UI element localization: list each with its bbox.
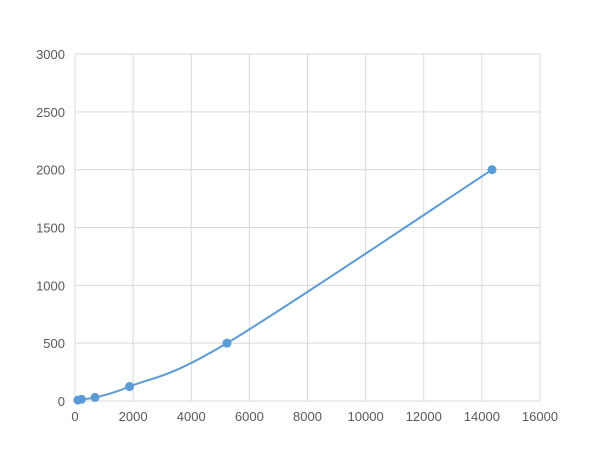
y-tick-label: 2000: [36, 163, 65, 178]
data-point: [90, 392, 100, 402]
data-point: [76, 394, 86, 404]
x-tick-label: 8000: [293, 409, 322, 424]
y-tick-label: 1000: [36, 278, 65, 293]
x-tick-label: 4000: [177, 409, 206, 424]
x-tick-label: 0: [71, 409, 78, 424]
x-tick-label: 14000: [464, 409, 500, 424]
y-tick-label: 2500: [36, 105, 65, 120]
data-point: [222, 338, 232, 348]
x-tick-label: 12000: [406, 409, 442, 424]
data-point: [487, 165, 497, 175]
y-tick-label: 3000: [36, 47, 65, 62]
data-point: [125, 382, 135, 392]
x-tick-label: 10000: [348, 409, 384, 424]
y-tick-label: 500: [43, 336, 65, 351]
x-tick-label: 2000: [119, 409, 148, 424]
y-tick-label: 0: [58, 394, 65, 409]
x-tick-label: 6000: [235, 409, 264, 424]
x-tick-label: 16000: [522, 409, 558, 424]
y-tick-label: 1500: [36, 221, 65, 236]
